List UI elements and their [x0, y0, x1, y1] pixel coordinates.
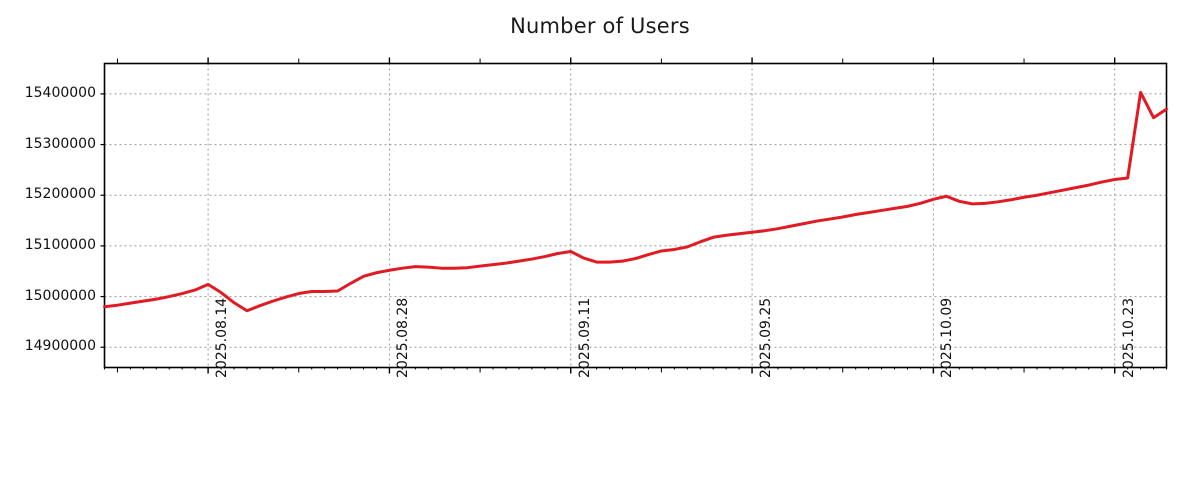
- x-axis-tick-label: 2025.09.11: [576, 297, 593, 378]
- x-axis-tick-label: 2025.08.14: [214, 297, 231, 378]
- y-axis-tick-label: 15300000: [24, 135, 96, 152]
- y-axis-tick-label: 14900000: [24, 338, 96, 355]
- x-axis-tick-label: 2025.08.28: [395, 297, 412, 378]
- x-axis-tick-label: 2025.10.09: [939, 297, 956, 378]
- series-line-number-of-users: [103, 90, 1168, 313]
- data-series-line: [103, 90, 1168, 313]
- x-axis-tick-label: 2025.10.23: [1120, 297, 1137, 378]
- y-axis-tick-label: 15200000: [24, 186, 96, 203]
- y-axis-tick-label: 15100000: [24, 236, 96, 253]
- chart-title: Number of Users: [510, 14, 690, 38]
- x-axis-tick-label: 2025.09.25: [758, 297, 775, 378]
- y-axis-tick-label: 15400000: [24, 84, 96, 101]
- axis-frame: [103, 62, 1168, 369]
- plot-frame: [103, 62, 1168, 369]
- y-axis-tick-labels: 14900000 15000000 15100000 15200000 15300000…: [0, 0, 96, 500]
- y-axis-tick-label: 15000000: [24, 287, 96, 304]
- grid-lines: [104, 63, 1167, 368]
